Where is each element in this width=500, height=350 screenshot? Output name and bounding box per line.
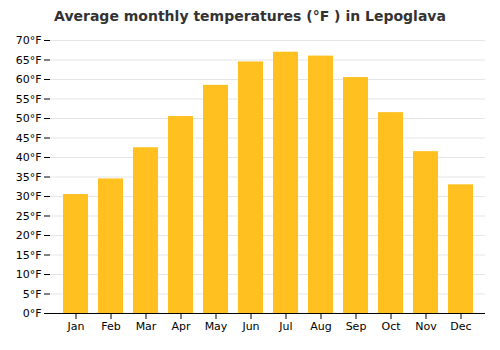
svg-text:55°F: 55°F (16, 93, 42, 106)
svg-text:30°F: 30°F (16, 190, 42, 203)
svg-text:Jun: Jun (241, 320, 259, 333)
svg-text:Jul: Jul (278, 320, 292, 333)
svg-text:Mar: Mar (136, 320, 157, 333)
svg-text:Nov: Nov (415, 320, 437, 333)
svg-text:20°F: 20°F (16, 229, 42, 242)
svg-text:45°F: 45°F (16, 132, 42, 145)
svg-text:40°F: 40°F (16, 151, 42, 164)
html-text:Average monthly temperatures (: Average monthly temperatures (°F ) in Le… (54, 8, 446, 24)
svg-text:Aug: Aug (310, 320, 331, 333)
svg-text:Sep: Sep (346, 320, 367, 333)
svg-text:0°F: 0°F (23, 307, 42, 320)
svg-text:Jan: Jan (67, 320, 85, 333)
svg-text:65°F: 65°F (16, 54, 42, 67)
svg-text:Dec: Dec (450, 320, 471, 333)
svg-text:35°F: 35°F (16, 171, 42, 184)
svg-text:10°F: 10°F (16, 268, 42, 281)
svg-text:50°F: 50°F (16, 112, 42, 125)
svg-text:Apr: Apr (171, 320, 191, 333)
svg-text:5°F: 5°F (23, 288, 42, 301)
svg-text:25°F: 25°F (16, 210, 42, 223)
svg-text:May: May (205, 320, 228, 333)
svg-text:15°F: 15°F (16, 249, 42, 262)
svg-text:70°F: 70°F (16, 34, 42, 47)
svg-text:60°F: 60°F (16, 73, 42, 86)
svg-text:Feb: Feb (101, 320, 120, 333)
svg-text:Oct: Oct (381, 320, 401, 333)
